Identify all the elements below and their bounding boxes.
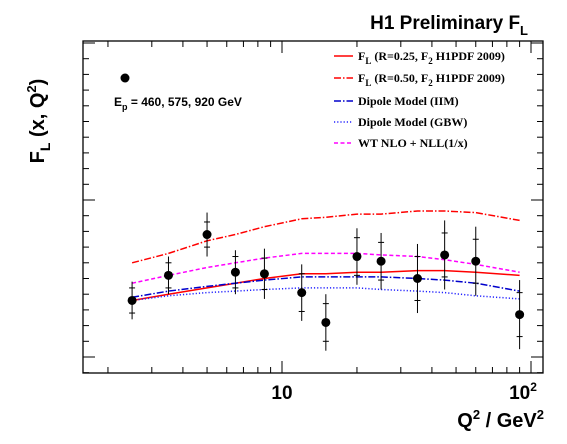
x-tick-label: 102 bbox=[509, 380, 537, 404]
y-axis-label-args: (x, Q bbox=[27, 93, 49, 143]
data-point-marker bbox=[471, 256, 481, 266]
data-point-marker bbox=[259, 269, 269, 279]
data-legend-marker bbox=[120, 73, 130, 83]
beam-energy-prefix: E bbox=[114, 95, 122, 109]
y-axis-label: FL (x, Q2) bbox=[24, 79, 53, 164]
axes: 10 102 bbox=[82, 40, 544, 404]
x-tick-label-base: 10 bbox=[509, 383, 530, 404]
data-point-marker bbox=[127, 295, 137, 305]
legend-label-text: WT NLO + NLL(1/x) bbox=[358, 136, 468, 150]
legend-label-text: H1PDF 2009) bbox=[433, 49, 505, 63]
y-axis-label-subscript: L bbox=[37, 142, 53, 151]
beam-energy-values: = 460, 575, 920 GeV bbox=[128, 95, 242, 109]
chart-title: H1 Preliminary FL bbox=[370, 13, 528, 38]
beam-energy-subscript: p bbox=[122, 102, 128, 112]
legend-label-text: Dipole Model (IIM) bbox=[358, 94, 459, 108]
legend-label-wt_nlo_nll: WT NLO + NLL(1/x) bbox=[358, 136, 468, 150]
y-axis-label-close: ) bbox=[27, 79, 49, 86]
legend-label-text: H1PDF 2009) bbox=[433, 71, 505, 85]
data-point-marker bbox=[440, 250, 450, 260]
x-axis-label-unit: / GeV bbox=[480, 410, 537, 432]
data-point-marker bbox=[202, 230, 212, 240]
x-axis-label-superscript: 2 bbox=[473, 407, 480, 422]
x-axis-label-unit-superscript: 2 bbox=[537, 407, 544, 422]
legend-label-text: (R=0.50, F bbox=[371, 71, 428, 85]
series-line-wt_nlo_nll bbox=[131, 252, 520, 284]
legend-label-subscript: L bbox=[365, 56, 371, 66]
x-tick-label-exponent: 2 bbox=[530, 380, 537, 394]
legend-label-h1pdf_r050: FL (R=0.50, F2 H1PDF 2009) bbox=[358, 71, 505, 88]
x-tick-label-base: 10 bbox=[271, 383, 292, 404]
legend-label-subscript: L bbox=[365, 78, 371, 88]
theory-curves bbox=[131, 210, 520, 302]
series-line-h1pdf_r050 bbox=[131, 210, 520, 264]
plot-frame bbox=[82, 40, 544, 374]
legend-label-text: (R=0.25, F bbox=[371, 49, 428, 63]
data-point-marker bbox=[230, 267, 240, 277]
x-axis-label: Q2 / GeV2 bbox=[457, 407, 544, 432]
chart-title-subscript: L bbox=[520, 23, 528, 38]
x-tick-label: 10 bbox=[271, 383, 292, 404]
legend-label-subscript: 2 bbox=[428, 56, 433, 66]
legend-label-dipole_gbw: Dipole Model (GBW) bbox=[358, 115, 467, 129]
chart-title-text: H1 Preliminary F bbox=[370, 13, 520, 34]
data-point-marker bbox=[352, 252, 362, 262]
data-point-marker bbox=[515, 310, 525, 320]
data-point-marker bbox=[412, 274, 422, 283]
legend-label-text: Dipole Model (GBW) bbox=[358, 115, 467, 129]
y-axis-label-superscript: 2 bbox=[24, 85, 39, 92]
data-point-marker bbox=[163, 270, 173, 280]
data-point-marker bbox=[321, 317, 331, 327]
data-point-marker bbox=[376, 256, 386, 266]
beam-energy-label: Ep = 460, 575, 920 GeV bbox=[114, 95, 242, 112]
data-point-marker bbox=[297, 288, 307, 298]
legend-label-text: F bbox=[358, 49, 365, 63]
legend-label-dipole_iim: Dipole Model (IIM) bbox=[358, 94, 459, 108]
x-axis-label-q: Q bbox=[457, 410, 473, 432]
legend-label-subscript: 2 bbox=[428, 78, 433, 88]
y-axis-label-f: F bbox=[27, 151, 49, 163]
data-points bbox=[127, 212, 525, 351]
legend-label-text: F bbox=[358, 71, 365, 85]
legend-label-h1pdf_r025: FL (R=0.25, F2 H1PDF 2009) bbox=[358, 49, 505, 66]
